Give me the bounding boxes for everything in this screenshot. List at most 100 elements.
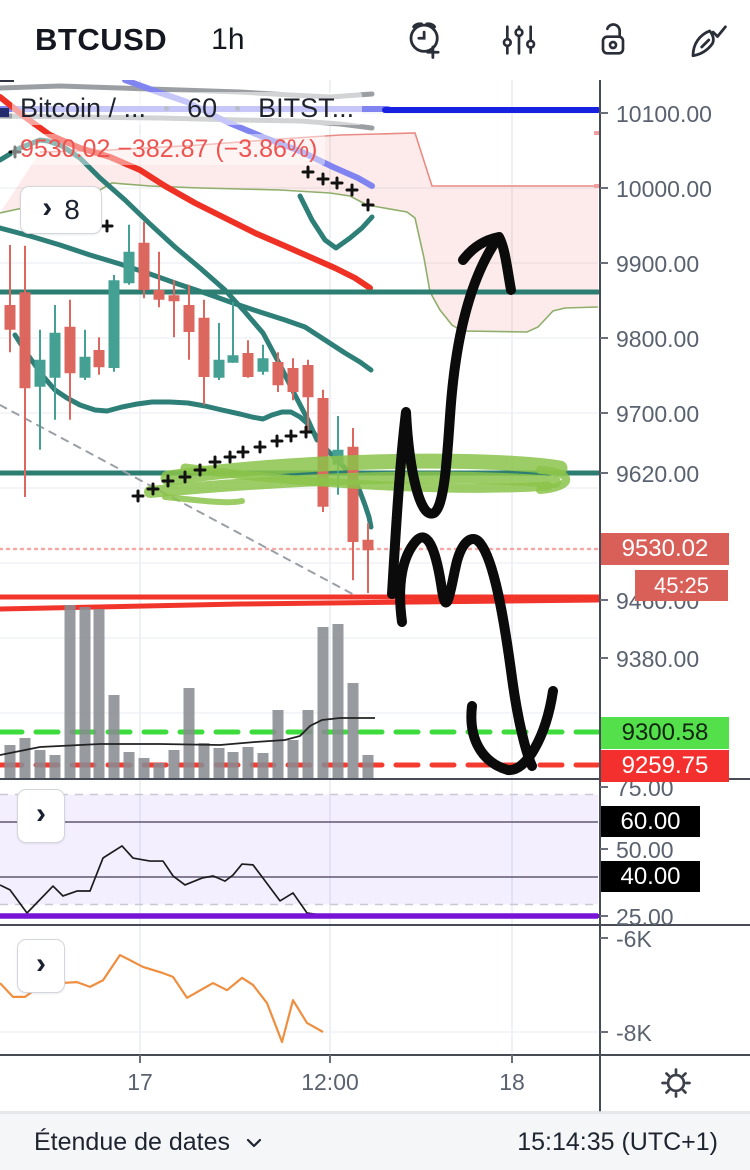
lock-open-icon[interactable] bbox=[592, 19, 634, 61]
volume-bar bbox=[272, 710, 284, 778]
candle-body bbox=[317, 398, 329, 507]
brightness-icon[interactable] bbox=[657, 1064, 695, 1107]
bottom-bar: Étendue de dates 15:14:35 (UTC+1) bbox=[0, 1113, 750, 1170]
price-label: 9380.00 bbox=[616, 646, 700, 672]
drawing-pen-check-icon[interactable] bbox=[686, 19, 728, 61]
teal-desc-1 bbox=[0, 225, 374, 373]
date-range-button[interactable]: Étendue de dates bbox=[34, 1128, 264, 1157]
time-label: 12:00 bbox=[301, 1069, 359, 1095]
legend-price-change: 9530.02 −382.87 (−3.86%) bbox=[12, 134, 326, 165]
volume-bar bbox=[123, 752, 135, 778]
price-label: 9620.00 bbox=[616, 461, 700, 487]
green-scribble bbox=[180, 463, 553, 493]
volume-bar bbox=[257, 753, 269, 778]
candles-layer bbox=[4, 221, 374, 593]
main-pane-collapse-button[interactable]: › 8 bbox=[20, 186, 102, 234]
legend-title-row[interactable]: Bitcoin / ... 60 BITST... bbox=[12, 92, 363, 125]
volume-bar bbox=[93, 609, 105, 778]
candle-body bbox=[49, 332, 61, 378]
timeframe-selector[interactable]: 1h bbox=[211, 23, 245, 56]
dashed-diagonal bbox=[0, 404, 361, 599]
symbol-title[interactable]: BTCUSD bbox=[35, 22, 168, 57]
up-arrow-head bbox=[458, 232, 516, 295]
teal-v bbox=[297, 193, 375, 251]
candle-body bbox=[34, 359, 46, 387]
volume-bar bbox=[362, 755, 374, 778]
candle-body bbox=[79, 356, 91, 378]
volume-bar bbox=[213, 748, 225, 778]
alarm-add-icon[interactable] bbox=[404, 19, 446, 61]
rsi-upper-badge: 60.00 bbox=[601, 806, 700, 837]
chevron-down-icon bbox=[246, 1138, 262, 1147]
down-arrow-head bbox=[466, 686, 558, 775]
volume-bar bbox=[302, 710, 314, 778]
time-label: 17 bbox=[127, 1069, 153, 1095]
rsi-pane-collapse-button[interactable]: › bbox=[17, 789, 65, 843]
panels-layer bbox=[0, 793, 598, 1044]
legend-symbol: Bitcoin / ... bbox=[20, 93, 147, 123]
draw-layer bbox=[8, 145, 571, 775]
candle-body bbox=[138, 242, 150, 290]
candle-body bbox=[227, 355, 239, 363]
candle-body bbox=[168, 295, 180, 302]
green-level-badge: 9300.58 bbox=[601, 717, 729, 749]
candle-body bbox=[123, 251, 135, 284]
price-label: 9900.00 bbox=[616, 251, 700, 277]
candle-body bbox=[213, 359, 225, 378]
volume-bar bbox=[108, 695, 120, 778]
delta-pane-collapse-button[interactable]: › bbox=[17, 939, 65, 993]
legend-exchange: BITST... bbox=[258, 93, 355, 123]
legend-interval: 60 bbox=[187, 93, 218, 123]
up-arrow-shaft bbox=[387, 233, 503, 599]
volume-bar bbox=[168, 750, 180, 778]
bar-countdown-badge: 45:25 bbox=[635, 570, 728, 601]
candle-body bbox=[362, 539, 374, 551]
clock-utc[interactable]: 15:14:35 (UTC+1) bbox=[517, 1128, 718, 1156]
chart-legend: Bitcoin / ... 60 BITST... 9530.02 −382.8… bbox=[12, 92, 363, 165]
volume-bar bbox=[332, 624, 344, 778]
hidden-indicators-count: 8 bbox=[64, 194, 80, 225]
delta-label: -6K bbox=[616, 926, 652, 952]
vol-layer bbox=[0, 605, 375, 778]
volume-bar bbox=[4, 745, 16, 778]
m-down-arrow bbox=[395, 532, 537, 771]
rsi-label: 50.00 bbox=[616, 837, 674, 863]
toolbar-icons bbox=[404, 0, 728, 80]
volume-bar bbox=[19, 738, 31, 778]
volume-bar bbox=[287, 740, 299, 778]
volume-bar bbox=[183, 688, 195, 778]
price-label: 10000.00 bbox=[616, 176, 712, 202]
volume-bar bbox=[138, 758, 150, 778]
rsi-line bbox=[0, 845, 321, 916]
price-label: 10100.00 bbox=[616, 101, 712, 127]
candle-body bbox=[257, 358, 269, 372]
volume-bar bbox=[49, 755, 61, 778]
rsi-label: 25.00 bbox=[616, 904, 674, 930]
chevron-right-icon: › bbox=[42, 191, 53, 224]
price-label: 9700.00 bbox=[616, 401, 700, 427]
candle-body bbox=[302, 365, 314, 398]
volume-bar bbox=[153, 763, 165, 778]
candle-body bbox=[64, 326, 76, 374]
date-range-label: Étendue de dates bbox=[34, 1128, 230, 1156]
indicators-sliders-icon[interactable] bbox=[498, 19, 540, 61]
volume-bar bbox=[317, 627, 329, 778]
delta-label: -8K bbox=[616, 1020, 652, 1046]
volume-bar bbox=[242, 747, 254, 778]
candle-body bbox=[287, 368, 299, 392]
candle-body bbox=[183, 305, 195, 332]
red-ma bbox=[0, 94, 373, 291]
red-level-badge: 9259.75 bbox=[601, 750, 729, 782]
candle-body bbox=[108, 280, 120, 368]
volume-bar bbox=[79, 607, 91, 778]
cloud-layer bbox=[0, 132, 599, 333]
candle-body bbox=[198, 317, 210, 377]
rsi-lower-badge: 40.00 bbox=[601, 861, 700, 892]
candle-body bbox=[347, 446, 359, 542]
last-price-badge: 9530.02 bbox=[601, 533, 729, 565]
candle-body bbox=[153, 290, 165, 300]
candle-body bbox=[272, 362, 284, 386]
candle-body bbox=[19, 292, 31, 389]
volume-bar bbox=[198, 743, 210, 778]
